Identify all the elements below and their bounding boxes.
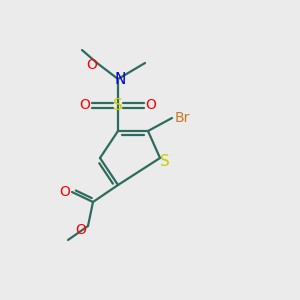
Text: S: S	[160, 154, 170, 169]
Text: N: N	[114, 71, 126, 86]
Text: O: O	[76, 223, 86, 237]
Text: O: O	[146, 98, 156, 112]
Text: S: S	[113, 98, 123, 112]
Text: O: O	[80, 98, 90, 112]
Text: Br: Br	[174, 111, 190, 125]
Text: O: O	[87, 58, 98, 72]
Text: O: O	[60, 185, 70, 199]
